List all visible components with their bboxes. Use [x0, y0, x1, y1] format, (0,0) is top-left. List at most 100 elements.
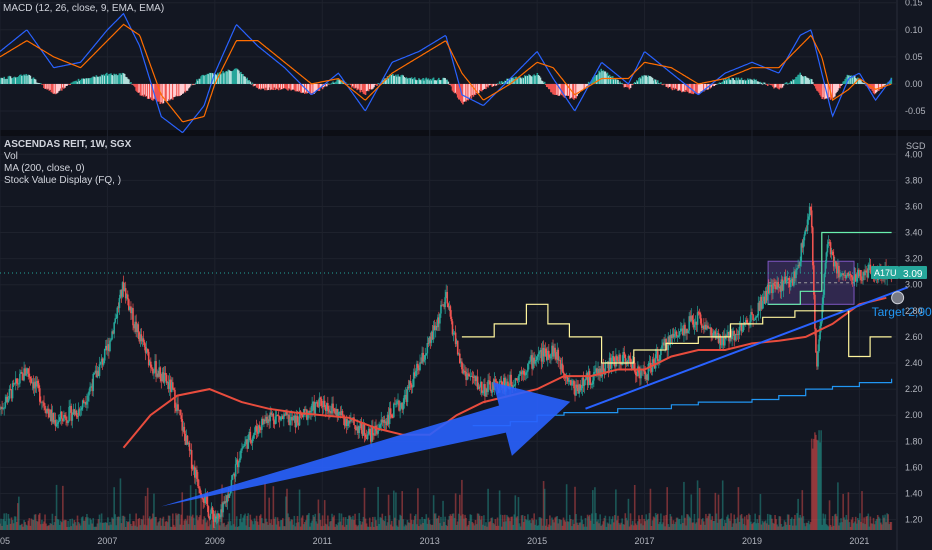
macd-price-axis[interactable]: 0.150.100.050.00-0.05	[905, 0, 926, 116]
arrow-annotation[interactable]	[161, 382, 571, 507]
candle-body	[210, 507, 213, 514]
macd-hist-bar	[749, 78, 751, 84]
volume-bar	[84, 520, 86, 530]
macd-hist-bar	[21, 75, 23, 84]
candle-body	[465, 372, 467, 380]
candle-body	[228, 493, 231, 498]
volume-bar	[890, 521, 893, 530]
macd-axis-tick: 0.15	[905, 0, 923, 8]
volume-bar	[485, 522, 487, 530]
macd-hist-bar	[502, 81, 505, 84]
macd-hist-bar	[103, 75, 106, 84]
macd-hist-bar	[451, 83, 454, 91]
volume-bar	[322, 525, 325, 530]
volume-bar	[807, 520, 810, 530]
candle-body	[597, 369, 599, 374]
candle-body	[25, 373, 27, 376]
indicator-ma200[interactable]: MA (200, close, 0)	[4, 163, 85, 174]
indicator-vol[interactable]: Vol	[4, 151, 18, 162]
signal-line	[0, 23, 892, 123]
volume-bar	[55, 484, 58, 530]
macd-hist-bar	[646, 76, 649, 84]
volume-bar	[57, 519, 60, 530]
volume-bar	[605, 526, 608, 530]
candle-body	[644, 371, 646, 380]
candle-body	[761, 301, 764, 309]
candle-body	[19, 373, 21, 384]
volume-bar	[750, 521, 752, 530]
macd-hist-bar	[429, 78, 432, 84]
target-marker[interactable]	[891, 291, 905, 305]
macd-hist-bar	[786, 83, 789, 85]
volume-bar	[811, 448, 814, 530]
volume-bar	[487, 488, 489, 530]
macd-hist-bar	[289, 83, 291, 90]
macd-hist-bar	[151, 83, 153, 101]
macd-hist-bar	[682, 83, 684, 92]
macd-hist-bar	[315, 83, 318, 91]
candle-body	[828, 241, 831, 243]
volume-bar	[703, 521, 705, 530]
macd-hist-bar	[693, 83, 696, 93]
volume-bar	[152, 513, 154, 530]
candle-body	[531, 355, 533, 369]
candle-body	[289, 418, 291, 425]
candle-body	[68, 407, 70, 422]
volume-bar	[89, 518, 91, 530]
candle-body	[614, 361, 616, 367]
volume-bar	[595, 513, 597, 530]
candle-body	[100, 358, 103, 362]
symbol-title[interactable]: ASCENDAS REIT, 1W, SGX	[4, 139, 132, 150]
macd-hist-bar	[224, 71, 226, 84]
volume-bar	[592, 490, 594, 530]
macd-hist-bar	[447, 81, 450, 84]
candle-body	[17, 383, 19, 385]
candle-body	[599, 368, 601, 376]
candle-body	[134, 321, 136, 329]
volume-bar	[576, 522, 578, 530]
price-axis-tick: 2.00	[905, 410, 923, 420]
candle-body	[73, 409, 76, 415]
macd-hist-bar	[667, 83, 670, 89]
macd-legend[interactable]: MACD (12, 26, close, 9, EMA, EMA)	[3, 3, 164, 15]
volume-bar	[511, 516, 513, 530]
volume-bar	[202, 519, 204, 530]
volume-bar	[101, 522, 104, 530]
macd-hist-bar	[405, 77, 408, 84]
main-price-axis[interactable]: 4.003.803.603.403.203.002.802.602.402.20…	[905, 149, 923, 524]
candle-body	[663, 342, 665, 346]
candle-body	[401, 403, 403, 410]
candle-body	[390, 414, 393, 418]
volume-bar	[120, 523, 123, 530]
candle-body	[59, 411, 62, 418]
macd-hist-bar	[300, 83, 303, 94]
currency-label[interactable]: SGD	[906, 141, 926, 151]
candle-body	[404, 394, 407, 396]
indicator-stock-value[interactable]: Stock Value Display (FQ, )	[4, 175, 122, 186]
candle-body	[553, 347, 555, 357]
volume-bar	[869, 516, 872, 530]
macd-hist-bar	[561, 83, 564, 96]
volume-bar	[283, 526, 285, 530]
macd-hist-bar	[700, 83, 703, 92]
macd-hist-bar	[148, 83, 151, 99]
volume-bar	[630, 524, 633, 530]
candle-body	[612, 356, 615, 362]
candle-body	[111, 331, 113, 340]
macd-hist-bar	[277, 83, 280, 91]
macd-hist-bar	[694, 83, 697, 94]
macd-hist-bar	[628, 83, 631, 90]
macd-hist-bar	[692, 83, 695, 95]
macd-hist-bar	[188, 83, 191, 88]
macd-hist-bar	[62, 83, 64, 88]
candle-body	[546, 350, 549, 360]
macd-hist-bar	[827, 83, 830, 99]
volume-bar	[743, 516, 746, 530]
candle-body	[650, 367, 653, 372]
volume-bar	[267, 524, 269, 530]
macd-indicator-label[interactable]: MACD (12, 26, close, 9, EMA, EMA)	[3, 3, 165, 14]
panel-divider[interactable]	[0, 130, 932, 136]
candle-body	[462, 369, 464, 374]
